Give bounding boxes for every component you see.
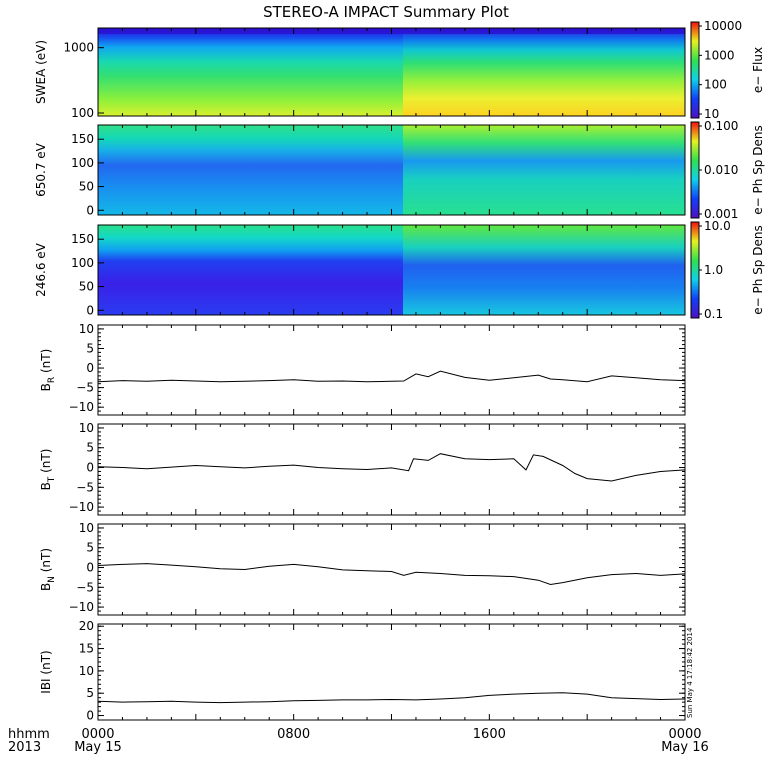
y-tick-label: 10 bbox=[79, 664, 94, 678]
y-tick-label: 0 bbox=[86, 561, 94, 575]
panel-br bbox=[97, 324, 686, 416]
y-tick-label: 50 bbox=[79, 180, 94, 194]
colorbar-tick-label: 100 bbox=[704, 78, 727, 92]
y-tick-label: −10 bbox=[69, 600, 94, 614]
colorbar-tick-label: 0.1 bbox=[704, 307, 723, 321]
y-tick-label: 150 bbox=[71, 132, 94, 146]
x-tick-label: 1600 bbox=[473, 727, 506, 742]
y-tick-label: −5 bbox=[76, 580, 94, 594]
panel-bt bbox=[97, 423, 686, 516]
colorbar-pad650 bbox=[690, 121, 700, 219]
colorbar-tick-label: 10.0 bbox=[704, 219, 731, 233]
x-tick-label: 0000 bbox=[81, 727, 114, 742]
y-tick-label: 5 bbox=[86, 541, 94, 555]
colorbar-swea bbox=[690, 21, 700, 119]
y-tick-label: 0 bbox=[86, 361, 94, 375]
colorbar-tick-label: 0.010 bbox=[704, 163, 738, 177]
hhmm-label: hhmm bbox=[8, 727, 50, 742]
x-tick-label: 0000 bbox=[668, 727, 701, 742]
colorbar-tick-label: 1.0 bbox=[704, 263, 723, 277]
y-tick-label: −10 bbox=[69, 400, 94, 414]
colorbar-label: e− Flux bbox=[751, 47, 765, 93]
series-line-br bbox=[98, 370, 685, 383]
y-tick-label: 1000 bbox=[63, 41, 94, 55]
plot-title: STEREO-A IMPACT Summary Plot bbox=[263, 3, 509, 21]
y-tick-label: 100 bbox=[71, 156, 94, 170]
y-tick-label: 5 bbox=[86, 686, 94, 700]
series-line-bt bbox=[98, 453, 685, 482]
y-tick-label: −10 bbox=[69, 500, 94, 514]
series-layer bbox=[98, 370, 685, 704]
y-tick-label: 0 bbox=[86, 203, 94, 217]
y-axis-label: 246.6 eV bbox=[34, 242, 48, 297]
y-tick-label: 50 bbox=[79, 280, 94, 294]
x-tick-label-date: May 15 bbox=[74, 740, 122, 755]
y-tick-label: 5 bbox=[86, 441, 94, 455]
y-tick-label: 5 bbox=[86, 341, 94, 355]
y-axis-label: BT (nT) bbox=[39, 449, 57, 491]
y-tick-label: 100 bbox=[71, 256, 94, 270]
y-axis-label: 650.7 eV bbox=[34, 142, 48, 197]
y-tick-label: 10 bbox=[79, 322, 94, 336]
y-tick-label: 0 bbox=[86, 709, 94, 723]
colorbar-pad246 bbox=[690, 221, 700, 319]
y-tick-label: 10 bbox=[79, 421, 94, 435]
colorbar-tick-label: 10000 bbox=[704, 19, 742, 33]
y-tick-label: 15 bbox=[79, 642, 94, 656]
panel-bn bbox=[97, 523, 686, 616]
y-tick-label: 10 bbox=[79, 521, 94, 535]
y-tick-label: 150 bbox=[71, 232, 94, 246]
series-line-bn bbox=[98, 563, 685, 586]
colorbar-label: e− Ph Sp Dens bbox=[751, 225, 765, 314]
colorbar-tick-label: 10 bbox=[704, 107, 719, 121]
y-tick-label: −5 bbox=[76, 480, 94, 494]
y-tick-label: 20 bbox=[79, 619, 94, 633]
panel-pad246 bbox=[97, 224, 686, 316]
colorbar-tick-label: 0.100 bbox=[704, 119, 738, 133]
y-axis-label: IBI (nT) bbox=[39, 650, 53, 693]
colorbar-tick-label: 0.001 bbox=[704, 207, 738, 221]
y-tick-label: −5 bbox=[76, 381, 94, 395]
y-tick-label: 0 bbox=[86, 461, 94, 475]
x-tick-label: 0800 bbox=[277, 727, 310, 742]
panel-swea bbox=[97, 27, 686, 117]
panel-pad650 bbox=[97, 124, 686, 216]
series-line-bmag bbox=[98, 692, 685, 704]
panel-bmag bbox=[97, 623, 686, 721]
colorbar-label: e− Ph Sp Dens bbox=[751, 125, 765, 214]
year-label: 2013 bbox=[8, 740, 41, 755]
y-tick-label: 0 bbox=[86, 303, 94, 317]
x-tick-label-date: May 16 bbox=[661, 740, 709, 755]
timestamp-stamp: Sun May 4 17:18:42 2014 bbox=[686, 627, 694, 718]
y-axis-label: BN (nT) bbox=[39, 548, 57, 591]
y-tick-label: 100 bbox=[71, 106, 94, 120]
colorbar-tick-label: 1000 bbox=[704, 48, 735, 62]
y-axis-label: SWEA (eV) bbox=[34, 40, 48, 104]
y-axis-label: BR (nT) bbox=[39, 349, 57, 392]
